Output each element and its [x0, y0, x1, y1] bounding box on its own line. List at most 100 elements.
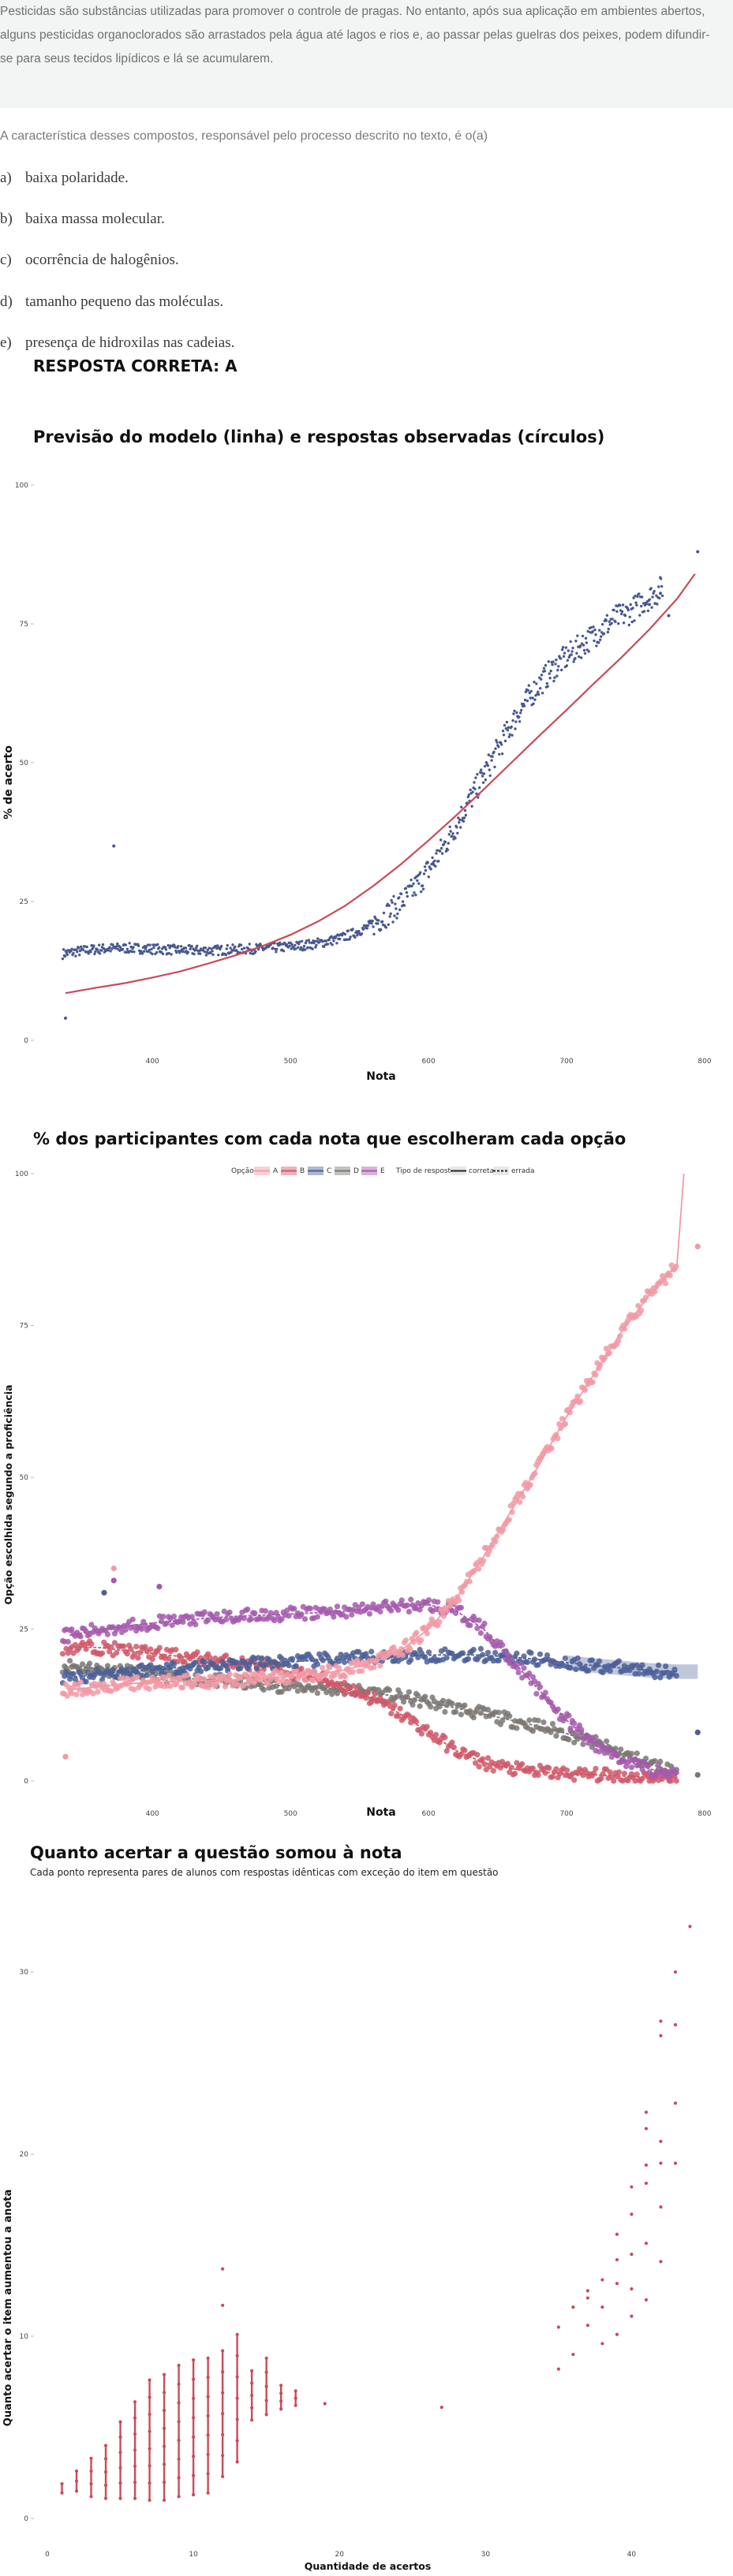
gain-point — [659, 2139, 663, 2144]
point-C — [422, 1654, 428, 1661]
trend-line-A — [69, 1264, 678, 1691]
point-E — [189, 1614, 195, 1620]
observed-point — [591, 630, 594, 633]
point-C — [544, 1652, 551, 1659]
point-E — [576, 1722, 583, 1729]
observed-point — [390, 898, 393, 902]
point-E — [110, 1577, 117, 1584]
observed-point — [648, 598, 651, 601]
point-E — [241, 1615, 247, 1622]
point-D — [604, 1738, 610, 1745]
gain-point — [630, 2314, 634, 2318]
observed-point — [365, 927, 368, 930]
observed-point — [464, 813, 468, 817]
point-A — [506, 1517, 512, 1523]
point-D — [535, 1717, 541, 1723]
gain-point — [615, 2332, 619, 2336]
observed-point — [634, 601, 638, 604]
point-B — [480, 1756, 486, 1762]
point-C — [477, 1645, 484, 1652]
point-E — [201, 1609, 208, 1615]
y-tick-label: 10 — [20, 2333, 29, 2341]
observed-point — [150, 947, 153, 950]
point-E — [349, 1611, 355, 1618]
model-line — [65, 573, 696, 995]
gain-point — [103, 2457, 108, 2461]
gain-point — [221, 2349, 225, 2353]
gain-point — [148, 2464, 151, 2468]
point-B — [490, 1768, 496, 1774]
gain-point — [162, 2498, 166, 2502]
observed-point — [460, 805, 463, 808]
point-A — [436, 1618, 443, 1625]
observed-point — [633, 619, 636, 622]
point-E — [504, 1652, 511, 1658]
gain-point — [74, 2469, 79, 2473]
point-D — [634, 1750, 640, 1757]
point-A — [210, 1674, 216, 1680]
point-B — [428, 1730, 434, 1736]
point-C — [170, 1661, 178, 1667]
observed-point — [414, 894, 417, 897]
observed-point — [481, 775, 484, 778]
point-C — [615, 1658, 623, 1664]
point-E — [169, 1622, 175, 1629]
observed-point — [443, 840, 447, 844]
observed-point — [416, 879, 419, 883]
observed-point — [570, 650, 574, 653]
observed-point — [164, 948, 168, 951]
point-D — [406, 1689, 413, 1695]
observed-point — [463, 808, 467, 812]
observed-point — [458, 818, 462, 821]
observed-point — [481, 781, 485, 784]
observed-point — [279, 943, 282, 946]
observed-point — [505, 720, 509, 724]
point-A — [456, 1597, 462, 1603]
observed-point — [420, 890, 423, 894]
point-A — [307, 1669, 313, 1675]
observed-point — [638, 614, 641, 617]
observed-point — [239, 943, 243, 946]
observed-point — [559, 657, 563, 660]
point-A — [400, 1652, 406, 1659]
gain-point — [235, 2417, 239, 2421]
point-B — [615, 1769, 623, 1775]
legend-type-correct: correta — [469, 1167, 494, 1175]
point-E — [628, 1764, 635, 1771]
observed-point — [144, 945, 148, 949]
point-A — [476, 1566, 482, 1572]
gain-point — [644, 2298, 649, 2302]
gain-point — [221, 2474, 225, 2478]
point-E — [331, 1614, 337, 1620]
observed-point — [535, 682, 538, 685]
observed-point — [433, 859, 436, 863]
point-B — [343, 1689, 350, 1696]
x-tick-label: 30 — [481, 2551, 491, 2559]
gain-point — [89, 2469, 93, 2473]
gain-point — [279, 2407, 283, 2411]
stem-line: se para seus tecidos lipídicos e lá se a… — [0, 52, 274, 65]
point-B — [156, 1645, 163, 1651]
point-E — [408, 1596, 414, 1603]
gain-point — [659, 2033, 663, 2038]
observed-point — [186, 950, 189, 954]
point-C — [253, 1665, 260, 1672]
observed-point — [583, 651, 587, 655]
point-B — [372, 1691, 378, 1697]
observed-point — [124, 943, 128, 946]
observed-point — [477, 796, 480, 799]
point-D — [294, 1688, 301, 1694]
point-B — [111, 1640, 118, 1646]
observed-point — [427, 875, 430, 879]
y-tick-label: 0 — [24, 2515, 28, 2523]
point-A — [578, 1398, 584, 1404]
gain-point — [103, 2470, 108, 2474]
point-A — [359, 1668, 365, 1674]
gain-point — [630, 2253, 634, 2257]
point-B — [194, 1649, 200, 1656]
point-C — [286, 1663, 292, 1669]
gain-point — [250, 2418, 254, 2422]
point-B — [72, 1641, 78, 1648]
observed-point — [292, 946, 295, 949]
point-B — [476, 1764, 482, 1770]
